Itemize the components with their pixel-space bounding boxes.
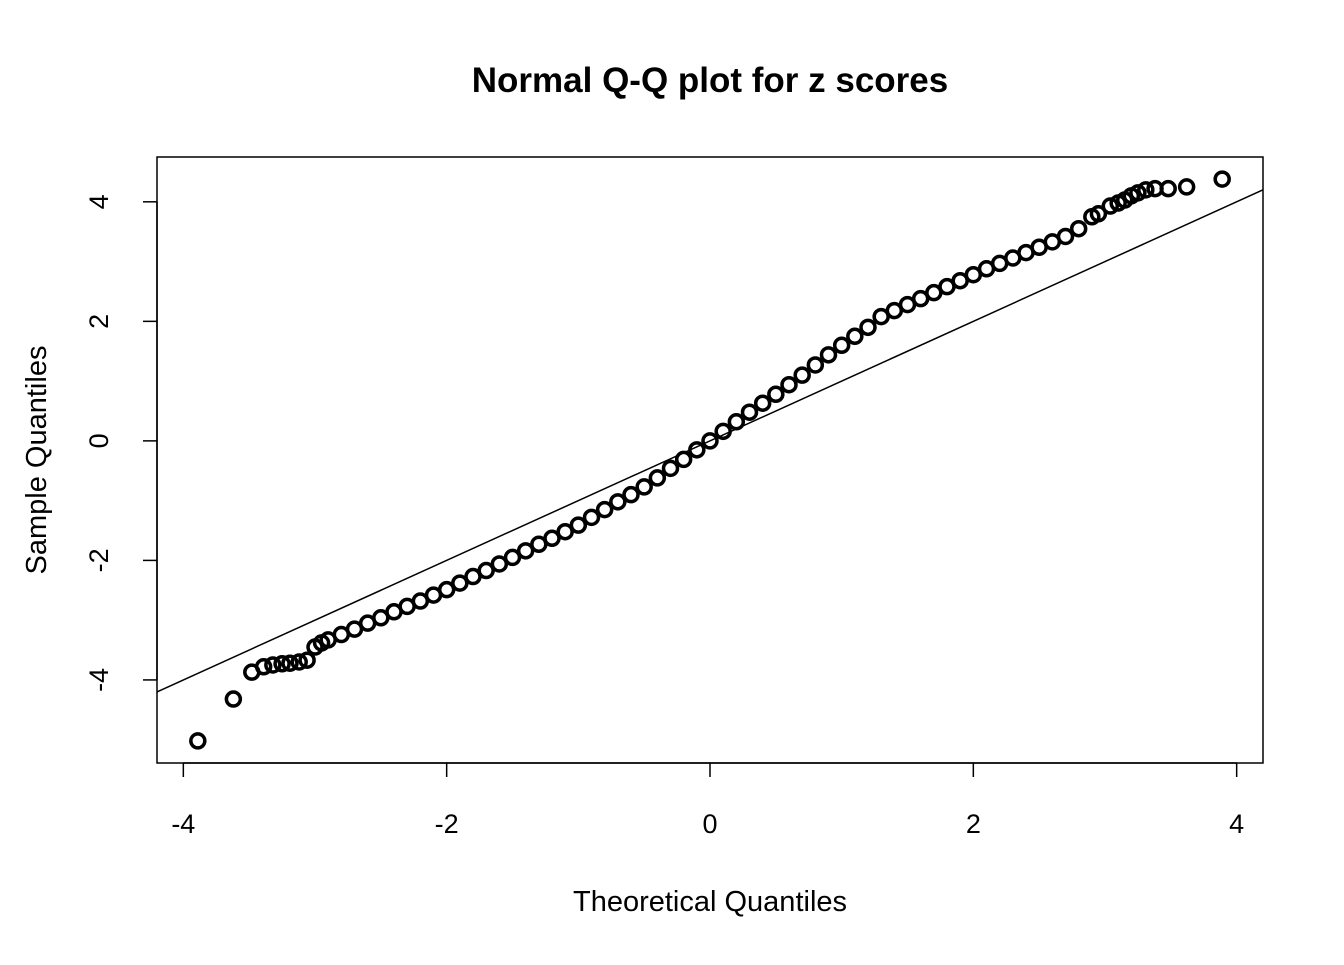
data-point — [714, 422, 732, 441]
data-point — [1177, 178, 1196, 196]
data-point — [688, 441, 706, 459]
data-point — [819, 346, 838, 364]
data-point — [753, 394, 772, 412]
chart-title: Normal Q-Q plot for z scores — [472, 61, 948, 100]
data-point — [622, 485, 640, 504]
data-point — [264, 656, 282, 674]
data-point — [298, 651, 316, 669]
data-point — [556, 522, 574, 541]
x-tick-label: 4 — [1229, 809, 1244, 839]
data-point — [635, 478, 653, 496]
y-tick-label: -2 — [84, 548, 114, 572]
data-point — [793, 366, 811, 384]
data-point — [437, 580, 456, 599]
data-point — [1089, 205, 1108, 223]
data-point — [254, 658, 273, 676]
plot-frame — [156, 156, 1264, 764]
data-point — [582, 508, 601, 527]
data-point — [648, 469, 667, 487]
data-point — [1129, 184, 1147, 202]
data-point — [503, 548, 522, 567]
data-point — [281, 654, 299, 672]
data-point — [1101, 197, 1120, 215]
data-point — [490, 555, 509, 573]
data-point — [273, 655, 291, 673]
data-point — [846, 327, 864, 346]
data-point — [1213, 170, 1231, 188]
data-point — [451, 574, 469, 592]
x-axis-label: Theoretical Quantiles — [573, 886, 847, 918]
data-point — [1137, 181, 1155, 199]
data-point — [780, 375, 798, 394]
data-point — [674, 450, 693, 469]
data-point — [832, 336, 851, 355]
y-tick-label: -4 — [84, 668, 114, 692]
data-point — [727, 413, 746, 431]
data-point — [189, 732, 207, 750]
data-point — [806, 356, 825, 374]
data-point — [224, 690, 243, 708]
x-tick-label: 0 — [702, 809, 717, 839]
data-point — [1159, 179, 1177, 198]
y-tick-label: 4 — [84, 194, 114, 209]
x-tick-label: -4 — [171, 809, 195, 839]
data-point — [569, 516, 588, 534]
data-point — [1056, 227, 1075, 246]
reference-line — [156, 189, 1264, 693]
data-point — [701, 432, 719, 450]
data-point — [609, 493, 627, 511]
data-point — [290, 653, 308, 671]
data-point — [595, 500, 614, 519]
x-tick-label: 2 — [966, 809, 981, 839]
data-point — [859, 318, 877, 337]
data-point — [661, 459, 680, 478]
data-point — [1069, 219, 1088, 238]
x-tick-label: -2 — [435, 809, 459, 839]
y-tick-label: 0 — [84, 433, 114, 448]
y-tick-label: 2 — [84, 314, 114, 329]
data-point — [477, 561, 495, 580]
data-point — [516, 542, 535, 560]
data-point — [767, 385, 785, 404]
data-point — [543, 529, 561, 548]
data-point — [740, 403, 759, 421]
y-axis-label: Sample Quantiles — [21, 346, 53, 575]
